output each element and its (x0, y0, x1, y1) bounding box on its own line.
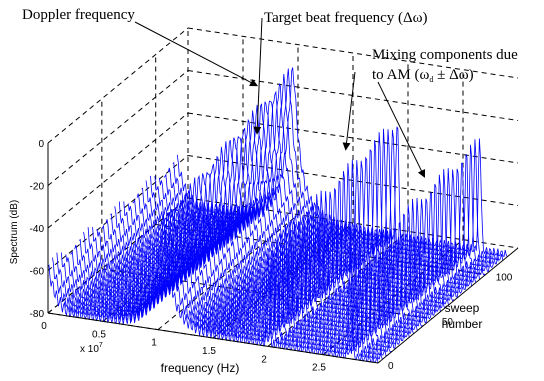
annotation-arrow-1 (253, 17, 263, 135)
series-line-sweep-3 (61, 207, 392, 353)
x-tick-label-0: 0 (41, 321, 47, 332)
grid-left-y-4 (47, 27, 189, 144)
annotation-arrows (134, 17, 426, 178)
waterfall-series (47, 67, 508, 364)
grid-left-y-2 (47, 112, 189, 229)
x-tick-label-2: 1 (151, 338, 157, 349)
x-axis-label: frequency (Hz) (161, 361, 240, 375)
z-axis-label-line2: number (442, 317, 483, 331)
annotation-mixing-line2: to AM (ωd ± Δω) (372, 67, 474, 84)
annotation-arrow-2 (342, 71, 356, 151)
series-line-sweep-7 (78, 177, 410, 338)
y-tick-label-2: -40 (30, 224, 45, 235)
series-line-sweep-2 (56, 209, 387, 357)
series-line-sweep-0 (47, 213, 379, 364)
y-tick-label-0: -80 (30, 309, 45, 320)
grid-left-y-3 (47, 70, 189, 186)
y-tick-label-1: -60 (30, 267, 45, 278)
y-tick-label-3: -20 (30, 182, 45, 193)
x-tick-label-3: 1.5 (202, 346, 216, 357)
series-line-sweep-6 (74, 183, 406, 342)
axes (47, 143, 519, 364)
grid-back-y-1 (187, 155, 519, 206)
series-line-sweep-10 (92, 171, 423, 327)
grid-left-y-1 (47, 155, 189, 271)
tick-labels: 0 0.5 1 1.5 2 2.5 -80 -60 -40 -20 0 0 50 100 (30, 139, 513, 374)
x-tick-label-5: 2.5 (312, 363, 326, 374)
annotation-mixing-line1: Mixing components due (372, 47, 518, 63)
series-line-sweep-8 (83, 174, 414, 334)
grid-back-y-4 (187, 27, 519, 79)
grid-floor-x-2 (157, 214, 299, 331)
series-line-sweep-9 (87, 173, 419, 331)
z-tick-label-1: 50 (442, 317, 454, 328)
series-line-sweep-5 (70, 192, 401, 346)
x-tick-label-1: 0.5 (92, 329, 106, 340)
y-axis-label: Spectrum (dB) (9, 200, 20, 264)
z-tick-label-0: 0 (388, 361, 394, 372)
annotation-doppler: Doppler frequency (22, 7, 135, 23)
annotation-beat: Target beat frequency (Δω) (264, 10, 428, 26)
z-axis-line (377, 247, 519, 364)
x-axis-line (47, 312, 379, 364)
y-tick-label-4: 0 (38, 139, 44, 150)
annotation-arrow-3 (377, 81, 426, 178)
x-tick-label-4: 2 (261, 354, 267, 365)
z-tick-label-2: 100 (496, 273, 513, 284)
series-line-sweep-1 (52, 211, 383, 360)
annotation-arrow-0 (134, 21, 258, 87)
z-axis-label-line1: sweep (445, 301, 480, 315)
x-multiplier-label: x 107 (80, 342, 103, 355)
